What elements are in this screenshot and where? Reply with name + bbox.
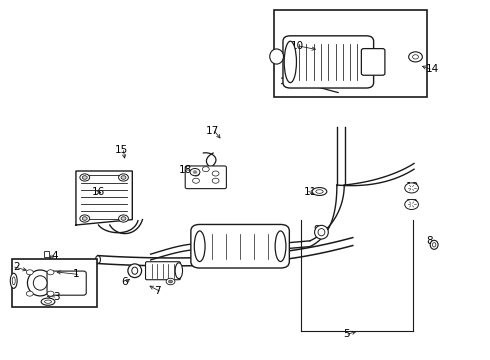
Circle shape: [169, 280, 172, 283]
Ellipse shape: [128, 264, 142, 278]
Ellipse shape: [312, 188, 327, 195]
Circle shape: [202, 167, 209, 172]
Text: 11: 11: [304, 186, 317, 197]
Text: 1: 1: [73, 269, 79, 279]
Circle shape: [212, 178, 219, 183]
Ellipse shape: [41, 298, 55, 305]
Ellipse shape: [175, 263, 182, 279]
Polygon shape: [76, 171, 132, 225]
FancyBboxPatch shape: [283, 36, 373, 88]
Text: 6: 6: [122, 276, 128, 287]
Circle shape: [121, 176, 126, 179]
Circle shape: [26, 270, 33, 275]
FancyBboxPatch shape: [185, 166, 226, 189]
FancyBboxPatch shape: [362, 49, 385, 75]
Circle shape: [26, 291, 33, 296]
Text: 15: 15: [115, 145, 128, 156]
Ellipse shape: [27, 270, 53, 296]
FancyBboxPatch shape: [146, 262, 180, 280]
Ellipse shape: [10, 273, 17, 288]
Ellipse shape: [318, 229, 325, 236]
Circle shape: [193, 171, 197, 174]
Circle shape: [121, 217, 126, 220]
Text: 2: 2: [13, 262, 20, 272]
Bar: [274, 10, 427, 97]
Circle shape: [193, 178, 199, 183]
Text: 7: 7: [154, 286, 161, 296]
Bar: [44, 251, 49, 257]
Ellipse shape: [284, 41, 296, 83]
Text: 16: 16: [92, 186, 105, 197]
Circle shape: [413, 55, 418, 59]
Circle shape: [80, 174, 90, 181]
Text: 13: 13: [406, 182, 419, 192]
Circle shape: [212, 171, 219, 176]
FancyBboxPatch shape: [191, 225, 289, 268]
Ellipse shape: [430, 240, 438, 249]
Ellipse shape: [275, 231, 286, 261]
Ellipse shape: [96, 256, 100, 264]
Text: 18: 18: [179, 165, 192, 175]
Circle shape: [409, 52, 422, 62]
Text: 4: 4: [51, 251, 58, 261]
Circle shape: [405, 199, 418, 210]
Ellipse shape: [12, 277, 15, 285]
Ellipse shape: [316, 190, 323, 193]
Text: 9: 9: [314, 225, 320, 235]
Circle shape: [82, 217, 87, 220]
Ellipse shape: [45, 300, 51, 303]
Text: 8: 8: [426, 236, 433, 246]
Circle shape: [82, 176, 87, 179]
Circle shape: [47, 291, 54, 296]
Ellipse shape: [433, 243, 436, 247]
Text: 3: 3: [53, 292, 60, 302]
Circle shape: [119, 174, 128, 181]
Text: 10: 10: [291, 41, 304, 51]
Bar: [12, 259, 97, 307]
Circle shape: [405, 183, 418, 193]
Circle shape: [119, 215, 128, 222]
Text: 17: 17: [206, 126, 220, 136]
Text: 12: 12: [406, 199, 419, 210]
Ellipse shape: [315, 225, 328, 239]
Circle shape: [193, 171, 199, 176]
Text: 14: 14: [425, 64, 439, 74]
Ellipse shape: [132, 267, 138, 274]
Circle shape: [166, 278, 175, 285]
Circle shape: [190, 168, 200, 176]
Ellipse shape: [194, 231, 205, 261]
Circle shape: [47, 270, 54, 275]
Ellipse shape: [33, 276, 47, 290]
Ellipse shape: [270, 49, 283, 64]
FancyBboxPatch shape: [47, 271, 86, 295]
Circle shape: [80, 215, 90, 222]
Text: 5: 5: [343, 329, 350, 339]
